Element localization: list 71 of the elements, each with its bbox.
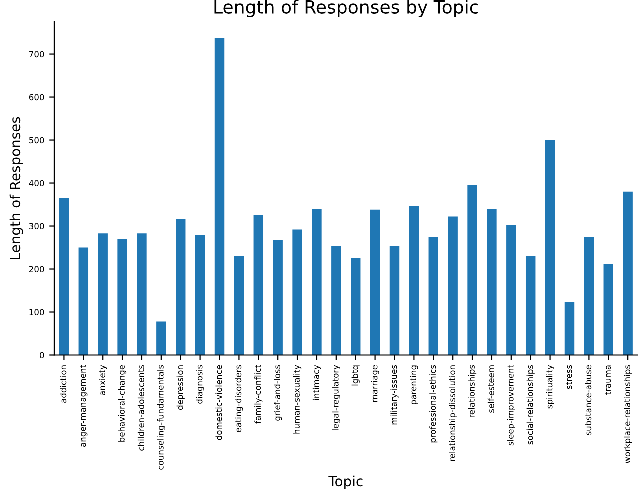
- y-tick-label: 700: [30, 51, 44, 58]
- x-tick-label: children-adolescents: [138, 365, 144, 451]
- bar: [545, 140, 556, 356]
- bar: [526, 256, 536, 356]
- x-tick-label: relationships: [468, 365, 477, 418]
- x-tick-label: professional-ethics: [430, 365, 438, 443]
- x-tick-label: marriage: [371, 365, 380, 402]
- x-tick-label: domestic-violence: [216, 365, 222, 440]
- bar: [409, 206, 420, 356]
- x-tick-label: lgbtq: [352, 366, 360, 386]
- x-tick-label: self-esteem: [488, 366, 494, 413]
- bar: [351, 258, 361, 356]
- x-tick-label: spirituality: [546, 365, 554, 409]
- bar: [254, 216, 264, 356]
- x-tick-label: diagnosis: [196, 365, 204, 404]
- y-tick-label: 300: [29, 223, 44, 230]
- y-tick-label: 500: [30, 137, 44, 144]
- x-tick-label: anxiety: [99, 365, 108, 396]
- chart-title: Length of Responses by Topic: [214, 0, 478, 18]
- x-tick-label: stress: [566, 365, 572, 390]
- bar: [195, 235, 206, 356]
- y-tick-label: 400: [29, 180, 44, 187]
- bar: [59, 198, 70, 356]
- bar: [428, 237, 438, 356]
- x-tick-label: intimacy: [312, 365, 322, 400]
- bar: [156, 322, 166, 356]
- x-tick-label: human-sexuality: [294, 365, 302, 434]
- y-tick-label: 200: [29, 266, 44, 273]
- bar: [332, 246, 342, 356]
- bar: [370, 210, 380, 356]
- bar: [98, 234, 108, 356]
- bar: [448, 216, 458, 356]
- y-tick-label: 0: [40, 352, 44, 359]
- bar: [623, 192, 633, 356]
- y-axis-title: Length of Responses: [10, 117, 24, 260]
- bar: [312, 209, 322, 356]
- x-tick-label: parenting: [410, 366, 418, 404]
- bar: [487, 209, 497, 356]
- x-tick-label: behavioral-change: [118, 365, 127, 442]
- x-tick-label: anger-management: [80, 365, 88, 447]
- x-tick-label: eating-disorders: [235, 365, 244, 432]
- bar: [234, 256, 244, 356]
- bar: [564, 302, 575, 356]
- bar: [604, 264, 614, 356]
- x-tick-label: relationship-dissolution: [449, 366, 458, 462]
- x-tick-label: substance-abuse: [585, 365, 592, 436]
- bar: [118, 239, 128, 356]
- x-tick-label: military-issues: [390, 365, 399, 425]
- x-tick-label: social-relationships: [526, 365, 535, 445]
- x-tick-label: legal-regulatory: [332, 365, 340, 430]
- bar: [78, 248, 89, 356]
- bar: [584, 237, 594, 356]
- bar: [214, 38, 225, 356]
- bar: [292, 230, 302, 356]
- bar: [137, 234, 147, 356]
- x-tick-label: trauma: [605, 366, 612, 396]
- bar: [506, 224, 516, 356]
- bar: [390, 246, 400, 356]
- y-tick-label: 600: [29, 94, 44, 101]
- x-tick-label: depression: [176, 366, 185, 410]
- bar: [468, 185, 478, 356]
- bar: [176, 219, 186, 356]
- x-tick-label: family-conflict: [254, 365, 263, 424]
- x-tick-label: addiction: [60, 366, 67, 404]
- x-tick-label: grief-and-loss: [274, 365, 282, 421]
- x-tick-label: workplace-relationships: [624, 365, 632, 464]
- x-axis-title: Topic: [328, 476, 363, 490]
- x-tick-label: counseling-fundamentals: [157, 365, 166, 470]
- y-tick-label: 100: [30, 309, 44, 316]
- bar: [273, 240, 283, 356]
- x-tick-label: sleep-improvement: [507, 365, 516, 446]
